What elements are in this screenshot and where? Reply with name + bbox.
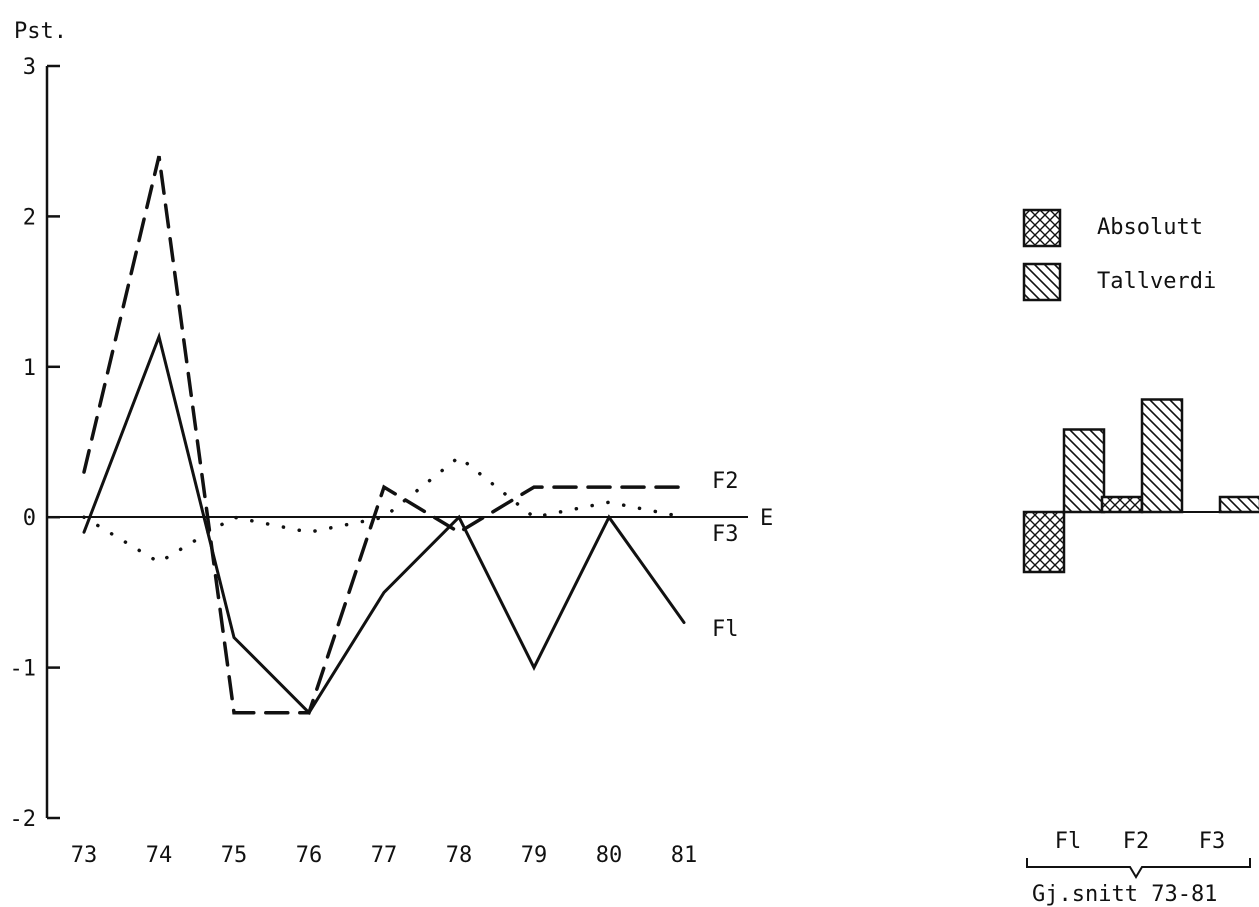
line-chart: Pst. E 3 2 1 0 -1 -2 73 74 75 76 77 78 79 80 81 F2 F3… — [10, 19, 774, 868]
bar-tallverdi-fl — [1062, 428, 1106, 514]
y-tick-label: 3 — [23, 55, 36, 80]
bar-category-labels: Fl F2 F3 — [1055, 829, 1226, 854]
y-axis-label: Pst. — [14, 19, 67, 44]
bars — [1022, 398, 1259, 574]
group-brace — [1026, 858, 1251, 879]
legend-swatch-absolutt — [1022, 208, 1062, 248]
series-label-f1: Fl — [712, 617, 739, 642]
y-tick-label: -2 — [10, 807, 37, 832]
y-ticks: 3 2 1 0 -1 -2 — [10, 55, 60, 832]
x-tick-label: 78 — [446, 843, 473, 868]
series-lines — [82, 155, 686, 716]
x-tick-label: 75 — [221, 843, 248, 868]
x-axis-end-label: E — [760, 506, 773, 531]
y-tick-label: 1 — [23, 356, 36, 381]
legend: Absolutt Tallverdi — [1022, 208, 1216, 302]
bar-absolutt-f2 — [1100, 495, 1144, 514]
x-tick-label: 81 — [671, 843, 698, 868]
legend-label-absolutt: Absolutt — [1097, 215, 1203, 240]
bar-absolutt-fl — [1022, 510, 1066, 574]
bar-tallverdi-f2 — [1140, 398, 1184, 514]
bar-chart: Fl F2 F3 Gj.snitt 73-81 — [1022, 398, 1259, 907]
y-tick-label: -1 — [10, 657, 37, 682]
x-tick-label: 74 — [146, 843, 173, 868]
x-tick-label: 73 — [71, 843, 98, 868]
series-line-f1 — [82, 331, 686, 716]
series-label-f3: F3 — [712, 522, 739, 547]
bar-tallverdi-f3 — [1218, 495, 1259, 514]
x-tick-label: 77 — [371, 843, 398, 868]
legend-swatch-tallverdi — [1022, 262, 1062, 302]
bar-category-label: F3 — [1199, 829, 1226, 854]
y-tick-label: 2 — [23, 205, 36, 230]
x-tick-label: 76 — [296, 843, 323, 868]
x-tick-label: 79 — [521, 843, 548, 868]
legend-label-tallverdi: Tallverdi — [1097, 269, 1216, 294]
x-ticks: 73 74 75 76 77 78 79 80 81 — [71, 843, 698, 868]
series-line-f2 — [82, 155, 686, 715]
series-label-f2: F2 — [712, 469, 739, 494]
x-tick-label: 80 — [596, 843, 623, 868]
bar-category-label: Fl — [1055, 829, 1082, 854]
bar-category-label: F2 — [1123, 829, 1150, 854]
group-label: Gj.snitt 73-81 — [1032, 882, 1217, 907]
y-tick-label: 0 — [23, 506, 36, 531]
